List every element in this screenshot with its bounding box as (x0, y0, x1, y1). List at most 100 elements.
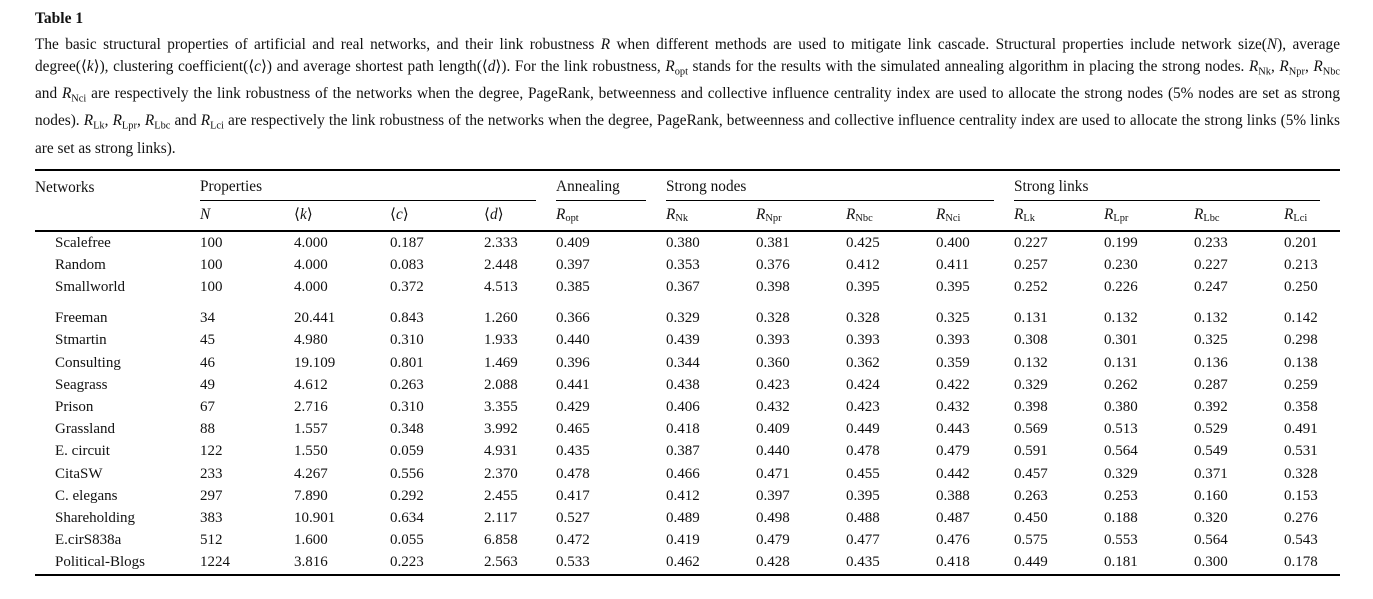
column-header (35, 200, 200, 232)
value-cell: 1.600 (294, 532, 328, 549)
text-run: are respectively the link robustness of … (35, 85, 1340, 130)
text-run: ⟨ (294, 205, 300, 223)
value-cell: 0.531 (1284, 443, 1318, 460)
value-cell: 0.443 (936, 421, 970, 438)
value-cell: 0.439 (666, 332, 700, 349)
math-subscript: Lci (210, 121, 224, 133)
math-subscript: Lk (1023, 212, 1035, 224)
value-cell: 0.298 (1284, 332, 1318, 349)
column-group-underline: Networks (35, 172, 180, 201)
value-cell: 0.398 (756, 278, 790, 295)
value-cell: 0.362 (846, 354, 880, 371)
value-cell: 0.575 (1014, 532, 1048, 549)
value-cell: 0.263 (1014, 487, 1048, 504)
value-cell: 0.393 (756, 332, 790, 349)
value-cell: 2.370 (484, 465, 518, 482)
value-cell: 3.355 (484, 399, 518, 415)
value-cell: 0.498 (756, 510, 790, 527)
value-cell: 0.529 (1194, 421, 1228, 438)
value-cell: 0.411 (936, 256, 970, 273)
value-cell: 0.422 (936, 376, 970, 393)
value-cell: 0.418 (666, 421, 700, 438)
math-variable: R (666, 205, 676, 223)
value-cell: 0.425 (846, 234, 880, 251)
value-cell: 0.348 (390, 421, 424, 438)
value-cell: 2.455 (484, 487, 518, 504)
value-cell: 0.472 (556, 532, 590, 549)
value-cell: 0.435 (556, 443, 590, 460)
table-row: Grassland 88 1.557 0.348 3.992 0.465 0.418 0.40… (35, 418, 1340, 440)
column-header: ⟨d⟩ (484, 200, 557, 232)
value-cell: 1.260 (484, 310, 518, 327)
value-cell: 0.300 (1194, 554, 1228, 571)
value-cell: 4.267 (294, 465, 328, 482)
value-cell: 0.292 (390, 487, 424, 504)
network-name-cell: Scalefree (55, 234, 111, 251)
column-header-row: N ⟨k⟩ ⟨c⟩ ⟨d⟩ Ropt RNk RNpr RNbc RNci RLk RLpr RLbc… (35, 200, 1341, 232)
value-cell: 0.478 (556, 465, 590, 482)
value-cell: 0.385 (556, 278, 590, 295)
value-cell: 0.325 (1194, 332, 1228, 349)
column-group-underline: Strong nodes (666, 171, 995, 201)
column-group-header: Strong nodes (666, 170, 1014, 201)
value-cell: 4.513 (484, 278, 518, 295)
value-cell: 0.488 (846, 510, 880, 527)
math-subscript: Nci (71, 93, 87, 105)
value-cell: 0.380 (1104, 399, 1138, 415)
math-subscript: Lbc (154, 121, 171, 133)
table-row: Political-Blogs 1224 3.816 0.223 2.563 0.533 0… (35, 551, 1340, 574)
math-variable: R (1104, 205, 1114, 223)
value-cell: 0.396 (556, 354, 590, 371)
math-variable: R (61, 85, 72, 103)
text-run: ⟩ (306, 205, 313, 223)
text-run: ⟨ (390, 205, 396, 223)
value-cell: 0.353 (666, 256, 700, 273)
math-variable: R (665, 57, 675, 75)
value-cell: 0.450 (1014, 510, 1048, 527)
value-cell: 2.563 (484, 554, 518, 571)
value-cell: 0.252 (1014, 278, 1048, 295)
text-run: ⟩ (497, 205, 504, 223)
value-cell: 0.325 (936, 310, 970, 327)
value-cell: 0.329 (1014, 376, 1048, 393)
value-cell: 0.287 (1194, 376, 1228, 393)
value-cell: 0.132 (1104, 310, 1138, 327)
value-cell: 1.469 (484, 354, 518, 371)
value-cell: 0.253 (1104, 487, 1138, 504)
table-row: E. circuit 122 1.550 0.059 4.931 0.435 0.387 0.… (35, 440, 1340, 462)
value-cell: 0.262 (1104, 376, 1138, 393)
value-cell: 0.226 (1104, 278, 1138, 295)
value-cell: 233 (200, 465, 223, 482)
math-variable: R (1194, 205, 1204, 223)
value-cell: 34 (200, 310, 215, 327)
value-cell: 0.479 (936, 443, 970, 460)
value-cell: 4.980 (294, 332, 328, 349)
value-cell: 100 (200, 234, 223, 251)
paper-page: Table 1 The basic structural properties … (35, 10, 1341, 576)
column-group-header: Networks (35, 170, 200, 201)
value-cell: 0.462 (666, 554, 700, 571)
value-cell: 0.213 (1284, 256, 1318, 273)
value-cell: 0.083 (390, 256, 424, 273)
text-run: ⟩). For the link robustness, (495, 57, 666, 75)
value-cell: 0.393 (936, 332, 970, 349)
math-variable: N (1266, 36, 1278, 53)
value-cell: 383 (200, 510, 223, 527)
table-row: Prison 67 2.716 0.310 3.355 0.429 0.406 0.432 0.… (35, 396, 1340, 418)
math-variable: R (112, 112, 122, 130)
value-cell: 0.556 (390, 465, 424, 482)
value-cell: 0.359 (936, 354, 970, 371)
value-cell: 0.395 (936, 278, 970, 295)
value-cell: 0.478 (846, 443, 880, 460)
column-group-label: Strong nodes (666, 177, 747, 195)
column-header: RNk (666, 200, 757, 232)
math-variable: N (200, 205, 211, 223)
value-cell: 0.376 (756, 256, 790, 273)
value-cell: 0.569 (1014, 421, 1048, 438)
value-cell: 4.000 (294, 234, 328, 251)
network-name-cell: Shareholding (55, 510, 135, 527)
value-cell: 0.358 (1284, 399, 1318, 415)
network-name-cell: Political-Blogs (55, 554, 145, 571)
column-header: ⟨c⟩ (390, 200, 484, 232)
table-row: E.cirS838a 512 1.600 0.055 6.858 0.472 0.419 0.… (35, 529, 1340, 551)
